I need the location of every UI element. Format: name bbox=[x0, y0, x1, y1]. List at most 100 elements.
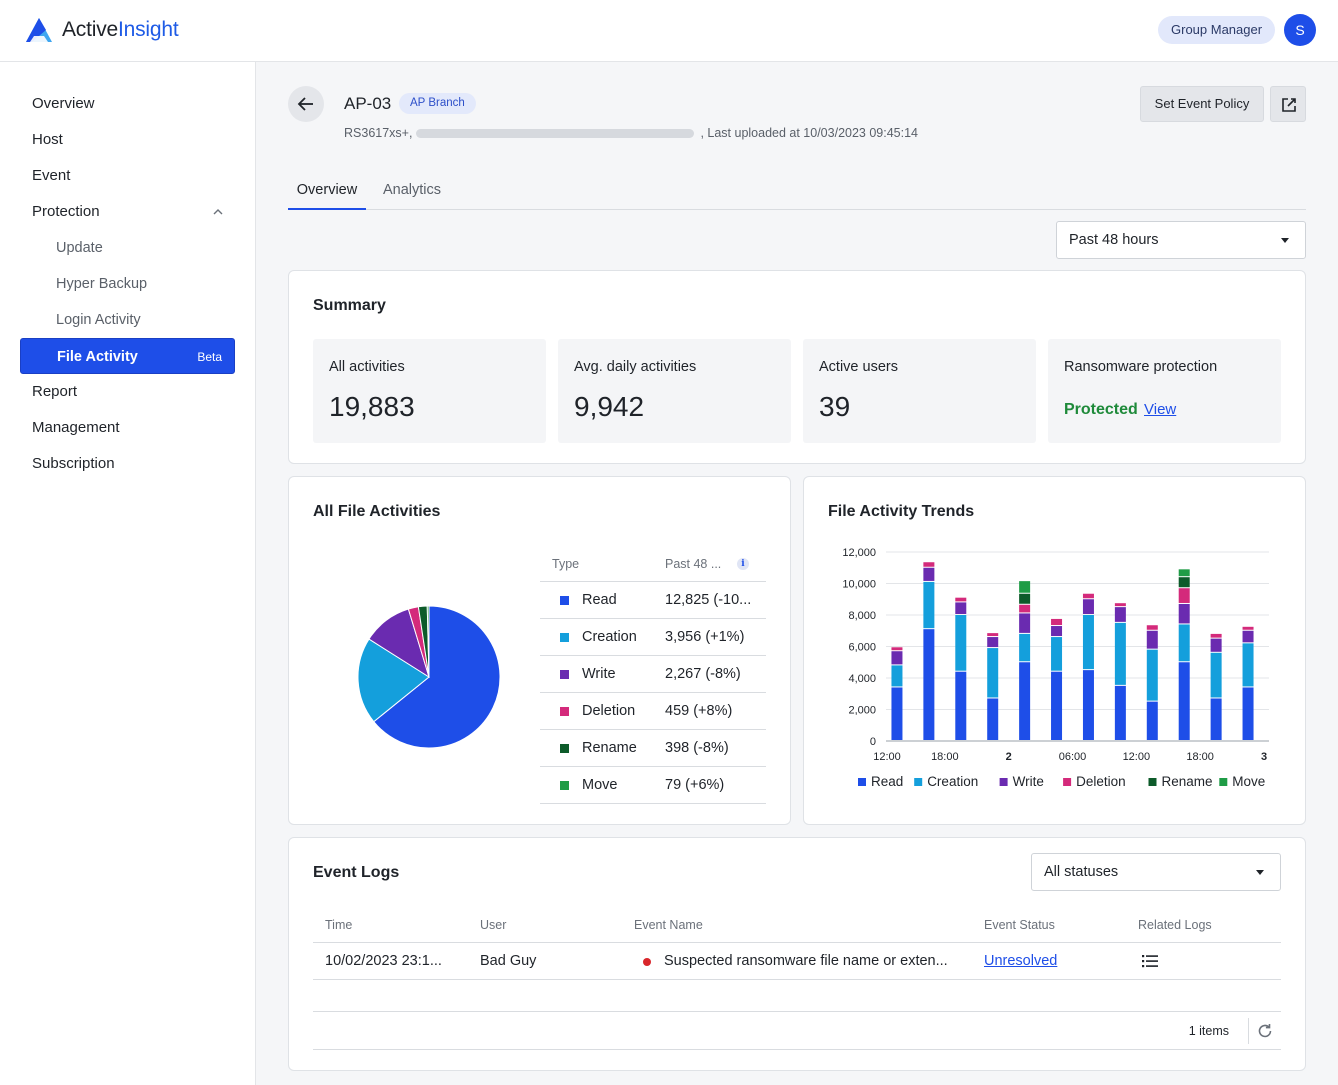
bar-write-7[interactable] bbox=[1114, 607, 1126, 622]
bar-write-4[interactable] bbox=[1019, 613, 1031, 633]
bar-read-9[interactable] bbox=[1178, 662, 1190, 740]
bar-write-0[interactable] bbox=[891, 651, 903, 665]
bar-creation-10[interactable] bbox=[1210, 652, 1222, 698]
col-past-48[interactable]: Past 48 ... bbox=[665, 557, 722, 571]
bar-creation-9[interactable] bbox=[1178, 624, 1190, 662]
activity-count: 3,956 (+1%) bbox=[665, 629, 745, 645]
role-switcher[interactable]: Group Manager bbox=[1158, 16, 1276, 44]
user-avatar[interactable]: S bbox=[1284, 14, 1316, 46]
info-icon[interactable]: i bbox=[737, 558, 749, 570]
sidebar-item-report[interactable]: Report bbox=[32, 383, 78, 400]
bar-deletion-9[interactable] bbox=[1178, 588, 1190, 603]
legend-deletion[interactable]: Deletion bbox=[1076, 774, 1126, 789]
bar-deletion-1[interactable] bbox=[923, 562, 935, 567]
sidebar-item-overview[interactable]: Overview bbox=[32, 95, 95, 112]
sidebar-item-host[interactable]: Host bbox=[32, 131, 63, 148]
stat-value: 9,942 bbox=[574, 391, 645, 422]
bar-read-1[interactable] bbox=[923, 629, 935, 740]
bar-creation-8[interactable] bbox=[1146, 649, 1158, 701]
pie-slice-creation[interactable] bbox=[357, 638, 430, 723]
sidebar-item-login-activity[interactable]: Login Activity bbox=[56, 312, 141, 328]
open-external-button[interactable] bbox=[1270, 86, 1306, 122]
bar-read-0[interactable] bbox=[891, 687, 903, 740]
bar-read-11[interactable] bbox=[1242, 687, 1254, 740]
bar-read-7[interactable] bbox=[1114, 685, 1126, 740]
bar-deletion-3[interactable] bbox=[987, 633, 999, 637]
pie-slice-read[interactable] bbox=[373, 605, 501, 749]
bar-deletion-10[interactable] bbox=[1210, 633, 1222, 638]
log-event-status-link[interactable]: Unresolved bbox=[984, 953, 1058, 969]
bar-deletion-6[interactable] bbox=[1082, 593, 1094, 599]
bar-write-6[interactable] bbox=[1082, 599, 1094, 614]
bar-creation-0[interactable] bbox=[891, 665, 903, 687]
bar-read-8[interactable] bbox=[1146, 701, 1158, 740]
stat-label: Active users bbox=[819, 359, 898, 375]
bar-read-4[interactable] bbox=[1019, 662, 1031, 740]
bar-rename-9[interactable] bbox=[1178, 577, 1190, 588]
bar-read-2[interactable] bbox=[955, 671, 967, 740]
bar-rename-4[interactable] bbox=[1019, 593, 1031, 604]
tab-overview[interactable]: Overview bbox=[288, 172, 366, 210]
legend-read[interactable]: Read bbox=[871, 774, 903, 789]
bar-creation-11[interactable] bbox=[1242, 643, 1254, 687]
pie-slice-move[interactable] bbox=[426, 605, 430, 678]
sidebar-item-protection[interactable]: Protection bbox=[20, 194, 235, 230]
list-icon[interactable] bbox=[1142, 954, 1158, 968]
status-filter-select[interactable]: All statuses bbox=[1031, 853, 1281, 891]
bar-write-1[interactable] bbox=[923, 567, 935, 581]
bar-deletion-2[interactable] bbox=[955, 597, 967, 602]
bar-creation-1[interactable] bbox=[923, 581, 935, 629]
bar-write-11[interactable] bbox=[1242, 630, 1254, 643]
legend-write[interactable]: Write bbox=[1013, 774, 1044, 789]
bar-creation-3[interactable] bbox=[987, 648, 999, 698]
view-protection-link[interactable]: View bbox=[1144, 401, 1177, 418]
sidebar-item-event[interactable]: Event bbox=[32, 167, 71, 184]
bar-deletion-7[interactable] bbox=[1114, 603, 1126, 607]
col-event-name[interactable]: Event Name bbox=[634, 918, 703, 932]
bar-write-8[interactable] bbox=[1146, 630, 1158, 649]
bar-move-4[interactable] bbox=[1019, 581, 1031, 593]
bar-deletion-11[interactable] bbox=[1242, 626, 1254, 630]
bar-creation-7[interactable] bbox=[1114, 622, 1126, 685]
col-event-status[interactable]: Event Status bbox=[984, 918, 1055, 932]
bar-write-5[interactable] bbox=[1051, 626, 1063, 637]
bar-read-5[interactable] bbox=[1051, 671, 1063, 740]
table-row[interactable]: 10/02/2023 23:1... Bad Guy Suspected ran… bbox=[313, 943, 1281, 980]
bar-read-10[interactable] bbox=[1210, 698, 1222, 740]
activity-type-table: Type Past 48 ... i Read 12,825 (-10... Cre… bbox=[540, 547, 766, 804]
y-tick-label: 4,000 bbox=[848, 673, 876, 685]
bar-creation-5[interactable] bbox=[1051, 637, 1063, 671]
bar-read-6[interactable] bbox=[1082, 670, 1094, 740]
col-time[interactable]: Time bbox=[325, 918, 353, 932]
sidebar-item-management[interactable]: Management bbox=[32, 419, 120, 436]
legend-creation[interactable]: Creation bbox=[927, 774, 978, 789]
tab-analytics[interactable]: Analytics bbox=[382, 182, 442, 198]
bar-creation-2[interactable] bbox=[955, 615, 967, 671]
sidebar-item-hyper-backup[interactable]: Hyper Backup bbox=[56, 276, 148, 292]
col-user[interactable]: User bbox=[480, 918, 507, 932]
bar-write-10[interactable] bbox=[1210, 638, 1222, 652]
bar-deletion-8[interactable] bbox=[1146, 625, 1158, 630]
bar-creation-6[interactable] bbox=[1082, 615, 1094, 670]
sidebar-item-update[interactable]: Update bbox=[56, 240, 103, 256]
app-logo[interactable]: ActiveInsight bbox=[24, 16, 179, 44]
bar-creation-4[interactable] bbox=[1019, 633, 1031, 662]
bar-deletion-0[interactable] bbox=[891, 647, 903, 651]
activity-count: 2,267 (-8%) bbox=[665, 666, 741, 682]
bar-read-3[interactable] bbox=[987, 698, 999, 740]
x-tick-label: 12:00 bbox=[1123, 751, 1151, 763]
legend-move[interactable]: Move bbox=[1232, 774, 1265, 789]
bar-write-2[interactable] bbox=[955, 602, 967, 614]
legend-rename[interactable]: Rename bbox=[1162, 774, 1213, 789]
bar-deletion-4[interactable] bbox=[1019, 604, 1031, 613]
set-event-policy-button[interactable]: Set Event Policy bbox=[1140, 86, 1264, 122]
bar-write-3[interactable] bbox=[987, 637, 999, 648]
bar-move-9[interactable] bbox=[1178, 569, 1190, 577]
bar-deletion-5[interactable] bbox=[1051, 618, 1063, 626]
time-range-select[interactable]: Past 48 hours bbox=[1056, 221, 1306, 259]
sidebar-item-file-activity[interactable]: File Activity Beta bbox=[20, 338, 235, 374]
refresh-icon[interactable] bbox=[1257, 1023, 1273, 1039]
back-button[interactable] bbox=[288, 86, 324, 122]
bar-write-9[interactable] bbox=[1178, 603, 1190, 624]
sidebar-item-subscription[interactable]: Subscription bbox=[32, 455, 115, 472]
